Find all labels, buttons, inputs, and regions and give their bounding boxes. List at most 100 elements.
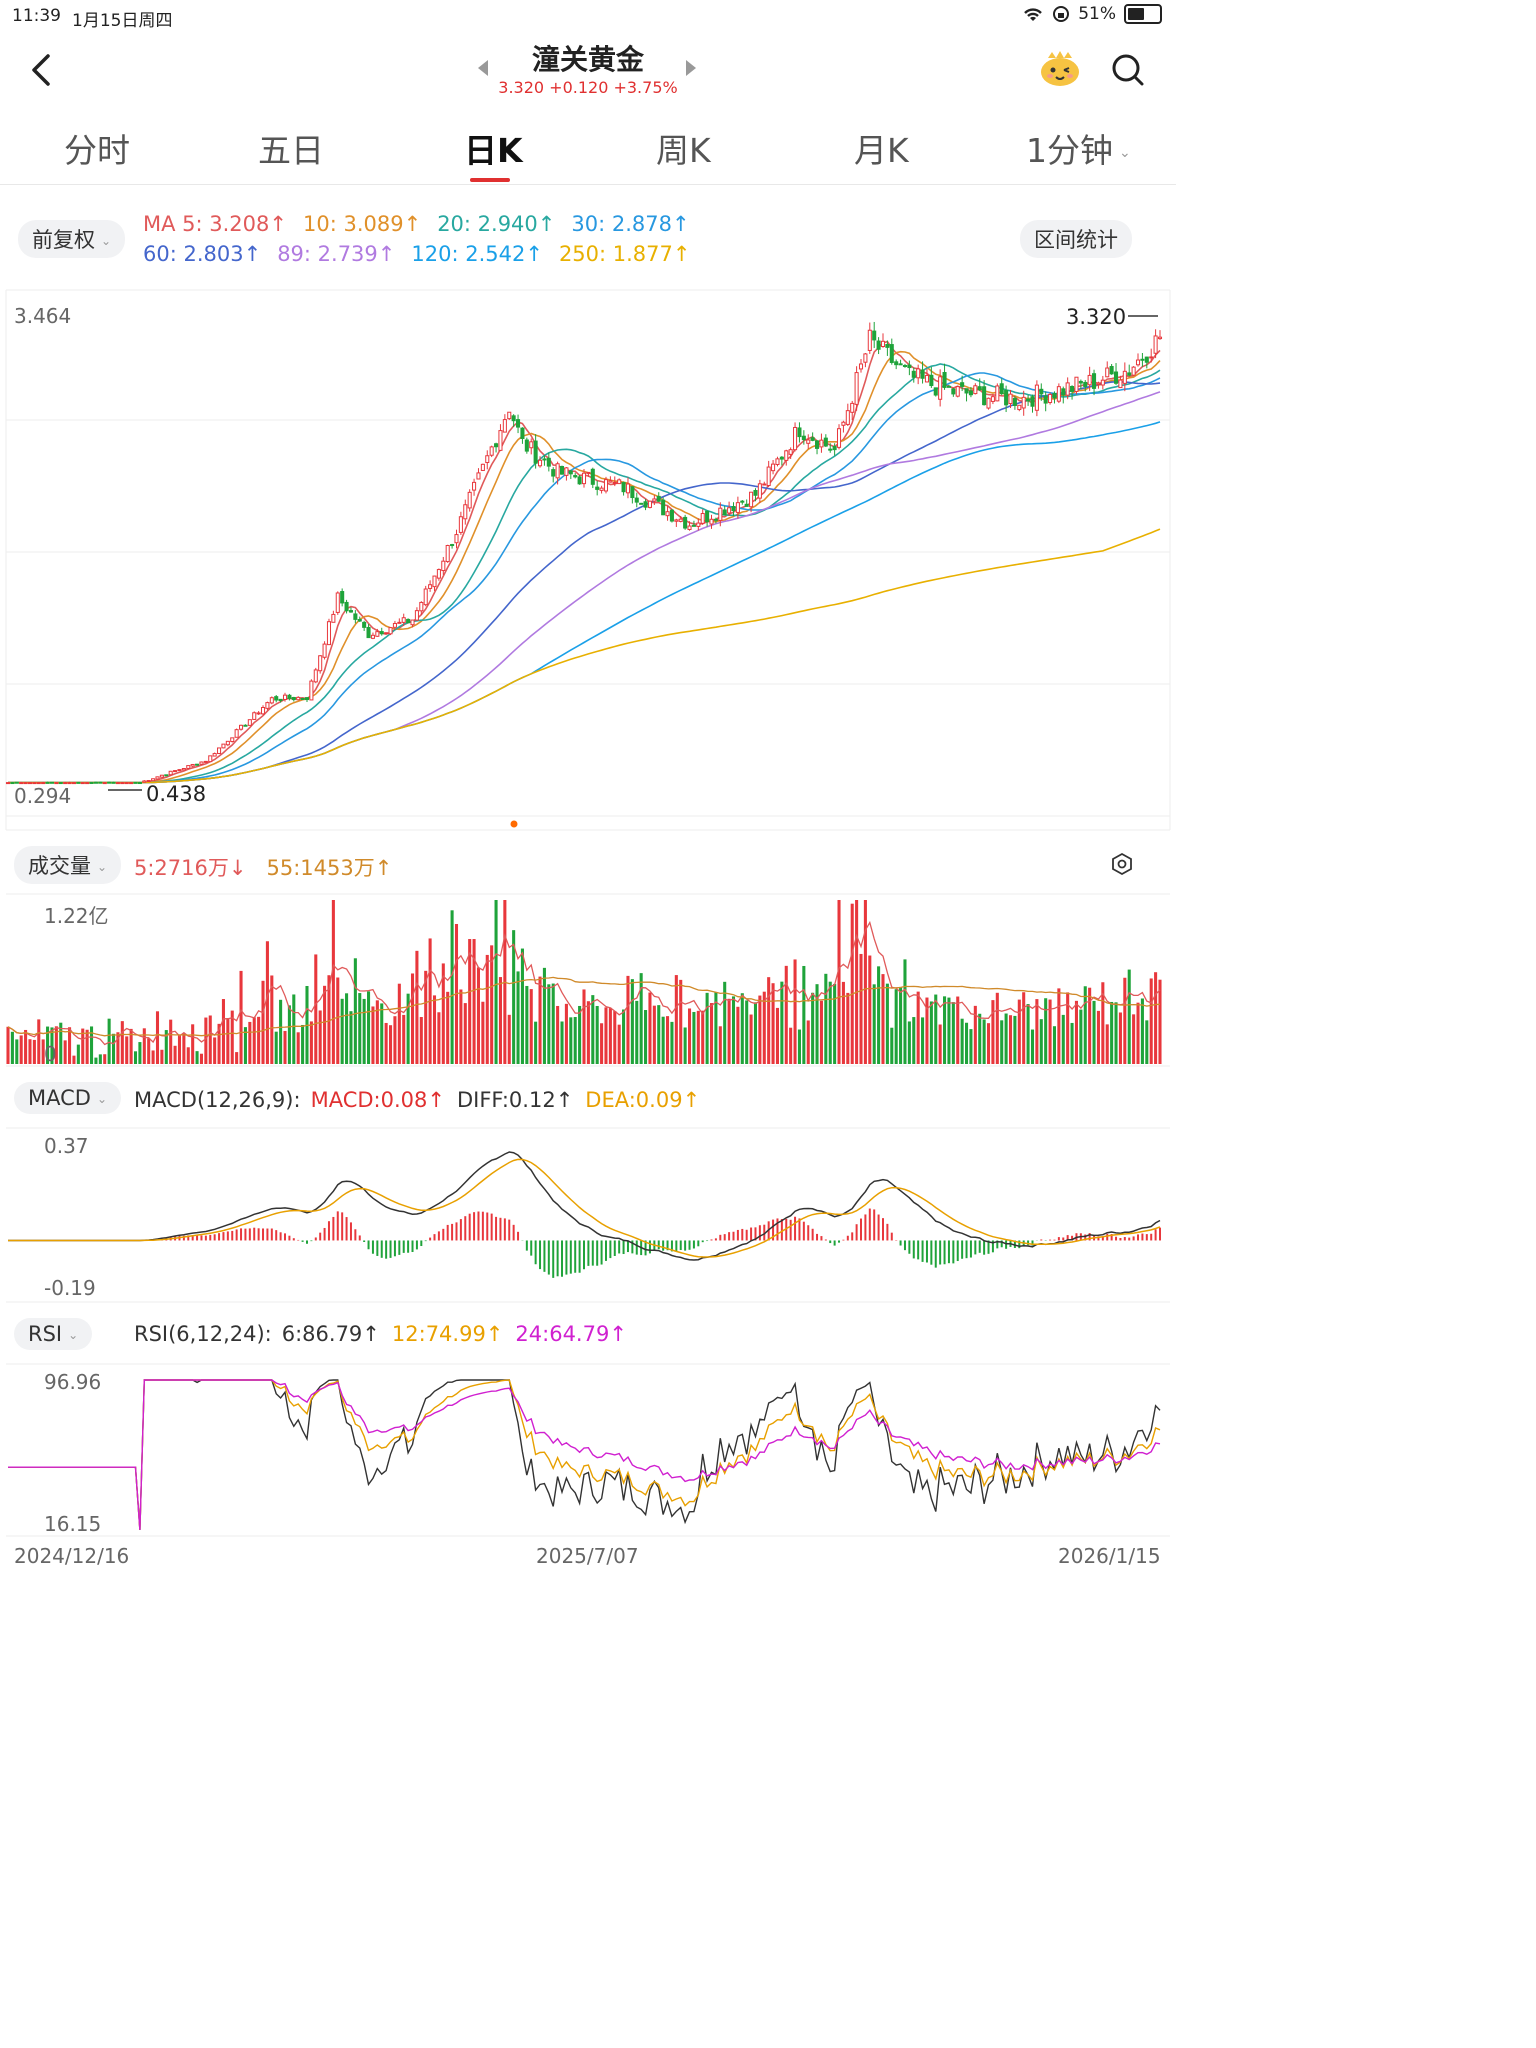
ma-legend-row2: 60: 2.803↑ 89: 2.739↑ 120: 2.542↑ 250: 1.87… xyxy=(143,242,707,266)
volume-bar xyxy=(995,992,999,1064)
candle-body xyxy=(1122,370,1127,384)
volume-bar xyxy=(617,1024,621,1064)
volume-bar xyxy=(235,1052,239,1064)
volume-bar xyxy=(1044,998,1048,1064)
volume-bar xyxy=(868,955,872,1064)
candle-body xyxy=(797,427,802,438)
mascot-icon[interactable] xyxy=(1038,48,1082,88)
interval-stats-button[interactable]: 区间统计 xyxy=(1020,220,1132,258)
macd-selector[interactable]: MACD ⌄ xyxy=(14,1082,122,1114)
candle-body xyxy=(933,387,938,396)
candle-body xyxy=(80,782,85,785)
volume-bar xyxy=(428,938,432,1064)
volume-bar xyxy=(406,993,410,1064)
candle-body xyxy=(564,467,569,476)
candle-body xyxy=(621,482,626,493)
volume-bar xyxy=(1114,1002,1118,1064)
chevron-down-icon: ⌄ xyxy=(1119,144,1131,161)
volume-bar xyxy=(529,989,533,1064)
candle-body xyxy=(5,782,11,785)
tab-weekly-k[interactable]: 周K xyxy=(656,131,711,170)
volume-bar xyxy=(129,1028,133,1064)
candle-body xyxy=(639,502,644,505)
diff-line xyxy=(8,1151,1161,1261)
volume-selector[interactable]: 成交量 ⌄ xyxy=(14,846,122,884)
volume-bar xyxy=(1022,992,1026,1064)
volume-bar xyxy=(195,1051,199,1064)
candle-body xyxy=(665,511,670,517)
candle-body xyxy=(942,372,947,388)
candle-body xyxy=(485,455,490,464)
candle-body xyxy=(304,697,310,701)
volume-bar xyxy=(578,1005,582,1064)
battery-percent: 51% xyxy=(1078,4,1116,24)
candle-body xyxy=(392,622,397,628)
volume-bar xyxy=(151,1050,155,1064)
back-icon[interactable] xyxy=(24,50,64,90)
volume-bar xyxy=(485,954,489,1064)
volume-bar xyxy=(389,1025,393,1064)
candle-body xyxy=(1043,395,1048,404)
volume-bar xyxy=(498,977,502,1064)
volume-bar xyxy=(687,1008,692,1064)
candle-body xyxy=(902,364,908,367)
volume-bar xyxy=(670,1021,674,1064)
volume-bar xyxy=(186,1047,190,1064)
candle-body xyxy=(450,544,455,547)
rsi-params: RSI(6,12,24): xyxy=(134,1322,272,1346)
volume-bar xyxy=(841,981,845,1064)
next-stock-icon[interactable] xyxy=(686,60,696,76)
ma60-value: 60: 2.803↑ xyxy=(143,242,262,266)
tab-intraday[interactable]: 分时 xyxy=(64,131,130,170)
volume-bar xyxy=(384,1022,388,1064)
volume-bar xyxy=(349,1011,353,1064)
candle-body xyxy=(727,507,732,514)
volume-bar xyxy=(90,1026,94,1064)
volume-bar xyxy=(367,991,371,1064)
candle-body xyxy=(911,370,916,378)
adjust-selector[interactable]: 前复权 ⌄ xyxy=(18,220,126,258)
rsi24-value: 24:64.79↑ xyxy=(515,1322,627,1346)
chevron-down-icon: ⌄ xyxy=(101,234,112,248)
volume-bar xyxy=(837,900,841,1064)
candle-body xyxy=(524,439,529,452)
search-icon[interactable] xyxy=(1108,50,1148,90)
volume-bar xyxy=(622,1009,626,1064)
volume-bar xyxy=(894,989,898,1064)
volume-bar xyxy=(239,970,243,1064)
tab-daily-k[interactable]: 日K xyxy=(464,131,523,170)
candle-body xyxy=(111,781,116,784)
candle-body xyxy=(722,509,727,516)
price-axis-max: 3.464 xyxy=(14,304,72,328)
volume-legend: 5:2716万↓ 55:1453万↑ xyxy=(134,852,392,882)
tab-five-day[interactable]: 五日 xyxy=(258,131,324,170)
volume-bar xyxy=(393,1016,397,1064)
volume-bar xyxy=(116,1032,120,1064)
prev-stock-icon[interactable] xyxy=(478,60,488,76)
candle-body xyxy=(533,440,538,464)
candle-body xyxy=(744,503,749,507)
volume-bar xyxy=(986,1023,991,1064)
candle-body xyxy=(1096,382,1101,385)
volume-bar xyxy=(982,1019,986,1064)
candle-body xyxy=(1008,393,1013,405)
tab-monthly-k[interactable]: 月K xyxy=(854,131,909,170)
volume-bar xyxy=(221,999,225,1064)
volume-bar xyxy=(345,993,349,1064)
tab-minute[interactable]: 1分钟 ⌄ xyxy=(1026,124,1131,172)
volume-bar xyxy=(415,950,419,1064)
candle-body xyxy=(551,469,556,477)
candle-body xyxy=(410,619,415,626)
settings-icon[interactable] xyxy=(1110,852,1134,876)
candle-body xyxy=(278,698,283,702)
volume-bar xyxy=(723,981,727,1064)
volume-bar xyxy=(358,993,362,1064)
volume-bar xyxy=(648,992,652,1064)
candle-body xyxy=(480,463,485,471)
volume-bar xyxy=(1088,987,1092,1064)
volume-bar xyxy=(226,1018,230,1064)
volume-bar xyxy=(516,971,520,1064)
candle-body xyxy=(718,507,723,521)
volume-bar xyxy=(142,1028,146,1064)
rsi-selector[interactable]: RSI ⌄ xyxy=(14,1318,93,1350)
